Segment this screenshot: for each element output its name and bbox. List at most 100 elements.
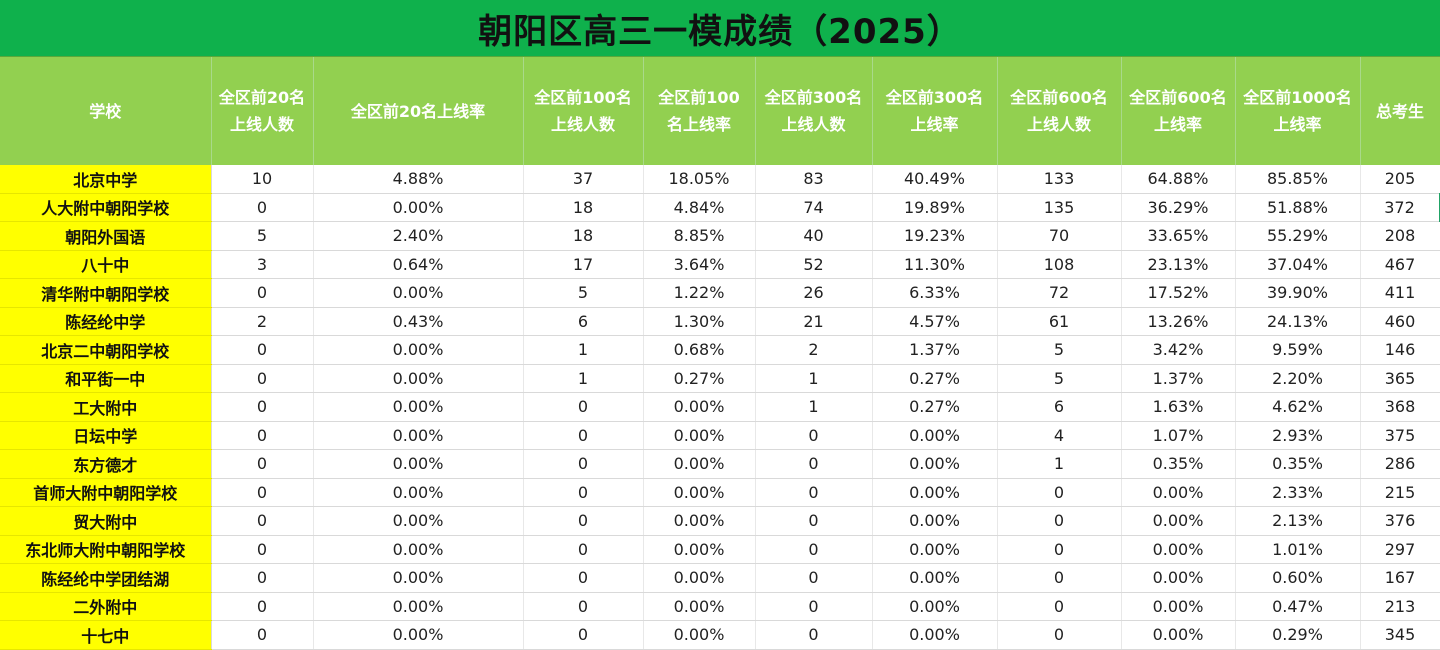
table-cell[interactable]: 208 xyxy=(1360,221,1440,251)
table-cell[interactable]: 83 xyxy=(755,165,873,194)
school-name-cell[interactable]: 东北师大附中朝阳学校 xyxy=(0,535,212,564)
table-cell[interactable]: 18 xyxy=(523,192,644,222)
table-row[interactable]: 日坛中学 0 0.00% 0 0.00% 0 0.00% 4 1.07% 2.93% 375 xyxy=(0,421,1440,450)
table-cell[interactable]: 0 xyxy=(523,449,644,479)
table-row[interactable]: 贸大附中 0 0.00% 0 0.00% 0 0.00% 0 0.00% 2.13% 376 xyxy=(0,506,1440,536)
table-cell[interactable]: 0.00% xyxy=(313,563,524,593)
school-name-cell[interactable]: 八十中 xyxy=(0,250,212,279)
table-cell[interactable]: 0 xyxy=(211,535,314,564)
table-cell[interactable]: 8.85% xyxy=(643,221,756,251)
table-cell[interactable]: 24.13% xyxy=(1235,307,1361,336)
table-cell[interactable]: 3 xyxy=(211,250,314,279)
table-cell[interactable]: 0 xyxy=(997,563,1122,593)
table-cell[interactable]: 0 xyxy=(755,478,873,507)
table-cell[interactable]: 1.37% xyxy=(872,335,998,365)
table-cell[interactable]: 3.42% xyxy=(1121,335,1236,365)
table-cell[interactable]: 0 xyxy=(211,478,314,507)
table-cell[interactable]: 5 xyxy=(997,364,1122,393)
table-cell[interactable]: 0.00% xyxy=(872,506,998,536)
table-cell[interactable]: 0.00% xyxy=(872,592,998,621)
table-cell[interactable]: 0 xyxy=(997,620,1122,650)
table-row[interactable]: 和平街一中 0 0.00% 1 0.27% 1 0.27% 5 1.37% 2.20% 365 xyxy=(0,364,1440,393)
table-cell[interactable]: 74 xyxy=(755,192,873,222)
school-name-cell[interactable]: 二外附中 xyxy=(0,592,212,621)
table-cell[interactable]: 0.27% xyxy=(872,392,998,422)
table-cell[interactable]: 1.37% xyxy=(1121,364,1236,393)
school-name-cell[interactable]: 首师大附中朝阳学校 xyxy=(0,478,212,507)
table-cell[interactable]: 0 xyxy=(211,563,314,593)
school-name-cell[interactable]: 陈经纶中学 xyxy=(0,307,212,336)
table-row[interactable]: 东北师大附中朝阳学校 0 0.00% 0 0.00% 0 0.00% 0 0.00% 1.01% 2… xyxy=(0,535,1440,564)
table-cell[interactable]: 0.00% xyxy=(643,592,756,621)
table-cell[interactable]: 0.29% xyxy=(1235,620,1361,650)
table-cell[interactable]: 0 xyxy=(755,421,873,450)
table-cell[interactable]: 26 xyxy=(755,278,873,308)
table-cell[interactable]: 52 xyxy=(755,250,873,279)
table-cell[interactable]: 36.29% xyxy=(1121,192,1236,222)
table-cell[interactable]: 5 xyxy=(523,278,644,308)
table-cell[interactable]: 1.07% xyxy=(1121,421,1236,450)
table-cell[interactable]: 0.00% xyxy=(1121,592,1236,621)
table-cell[interactable]: 0.00% xyxy=(643,620,756,650)
table-cell[interactable]: 85.85% xyxy=(1235,165,1361,194)
table-cell[interactable]: 70 xyxy=(997,221,1122,251)
table-cell[interactable]: 5 xyxy=(997,335,1122,365)
table-cell[interactable]: 0 xyxy=(211,620,314,650)
table-cell[interactable]: 0.27% xyxy=(643,364,756,393)
column-header[interactable]: 全区前1000名 上线率 xyxy=(1235,57,1361,165)
table-cell[interactable]: 40 xyxy=(755,221,873,251)
table-cell[interactable]: 1 xyxy=(523,364,644,393)
table-cell[interactable]: 0 xyxy=(523,535,644,564)
table-row[interactable]: 十七中 0 0.00% 0 0.00% 0 0.00% 0 0.00% 0.29% 345 xyxy=(0,620,1440,650)
table-cell[interactable]: 0.00% xyxy=(643,563,756,593)
table-cell[interactable]: 0.43% xyxy=(313,307,524,336)
table-cell[interactable]: 0.00% xyxy=(643,392,756,422)
table-cell[interactable]: 2.13% xyxy=(1235,506,1361,536)
table-cell[interactable]: 6 xyxy=(997,392,1122,422)
table-cell[interactable]: 0.00% xyxy=(872,449,998,479)
table-cell[interactable]: 6.33% xyxy=(872,278,998,308)
table-row[interactable]: 陈经纶中学团结湖 0 0.00% 0 0.00% 0 0.00% 0 0.00% 0.60% 167 xyxy=(0,563,1440,593)
table-cell[interactable]: 0 xyxy=(523,506,644,536)
table-row[interactable]: 朝阳外国语 5 2.40% 18 8.85% 40 19.23% 70 33.65% 55.29%… xyxy=(0,221,1440,251)
table-cell[interactable]: 1 xyxy=(997,449,1122,479)
table-cell[interactable]: 0 xyxy=(997,535,1122,564)
table-cell[interactable]: 2.33% xyxy=(1235,478,1361,507)
table-cell[interactable]: 11.30% xyxy=(872,250,998,279)
table-cell[interactable]: 1.01% xyxy=(1235,535,1361,564)
table-cell[interactable]: 0.00% xyxy=(643,506,756,536)
column-header[interactable]: 全区前100名 上线人数 xyxy=(523,57,644,165)
table-cell[interactable]: 0.00% xyxy=(313,192,524,222)
table-row[interactable]: 北京二中朝阳学校 0 0.00% 1 0.68% 2 1.37% 5 3.42% 9.59% 146 xyxy=(0,335,1440,365)
table-cell[interactable]: 0 xyxy=(997,478,1122,507)
table-cell[interactable]: 37 xyxy=(523,165,644,194)
table-cell[interactable]: 0.00% xyxy=(643,478,756,507)
table-cell[interactable]: 0 xyxy=(211,449,314,479)
table-cell[interactable]: 0 xyxy=(997,506,1122,536)
school-name-cell[interactable]: 北京中学 xyxy=(0,165,212,194)
table-cell[interactable]: 0.00% xyxy=(313,478,524,507)
table-cell[interactable]: 18.05% xyxy=(643,165,756,194)
table-cell[interactable]: 17.52% xyxy=(1121,278,1236,308)
table-cell[interactable]: 0 xyxy=(211,421,314,450)
table-cell[interactable]: 0.00% xyxy=(872,535,998,564)
table-cell[interactable]: 375 xyxy=(1360,421,1440,450)
table-cell[interactable]: 0.00% xyxy=(313,592,524,621)
table-row[interactable]: 北京中学 10 4.88% 37 18.05% 83 40.49% 133 64.88% 85.8… xyxy=(0,165,1440,194)
table-cell[interactable]: 0.00% xyxy=(643,535,756,564)
table-cell[interactable]: 2 xyxy=(211,307,314,336)
table-cell[interactable]: 133 xyxy=(997,165,1122,194)
table-row[interactable]: 首师大附中朝阳学校 0 0.00% 0 0.00% 0 0.00% 0 0.00% 2.33% 21… xyxy=(0,478,1440,507)
table-cell[interactable]: 205 xyxy=(1360,165,1440,194)
school-name-cell[interactable]: 和平街一中 xyxy=(0,364,212,393)
table-cell[interactable]: 0.00% xyxy=(313,335,524,365)
table-cell[interactable]: 40.49% xyxy=(872,165,998,194)
column-header[interactable]: 全区前20名 上线人数 xyxy=(211,57,314,165)
table-cell[interactable]: 0 xyxy=(755,449,873,479)
school-name-cell[interactable]: 人大附中朝阳学校 xyxy=(0,192,212,222)
table-cell[interactable]: 0 xyxy=(523,478,644,507)
table-cell[interactable]: 3.64% xyxy=(643,250,756,279)
table-row[interactable]: 工大附中 0 0.00% 0 0.00% 1 0.27% 6 1.63% 4.62% 368 xyxy=(0,392,1440,422)
table-cell[interactable]: 0 xyxy=(211,192,314,222)
table-cell[interactable]: 0.00% xyxy=(1121,506,1236,536)
